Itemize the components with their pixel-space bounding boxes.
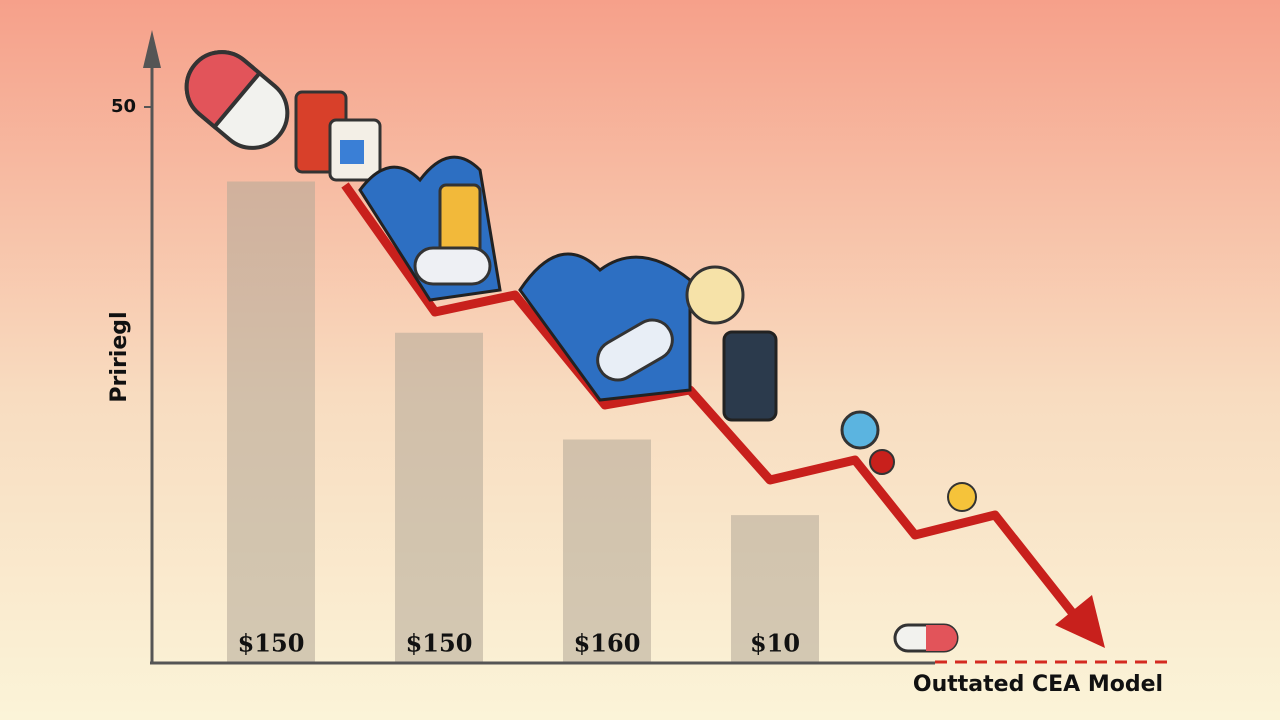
small-pill-half [926, 625, 957, 651]
bar [731, 515, 819, 663]
flask [840, 410, 880, 450]
bar [227, 181, 315, 663]
x-tick-label: $160 [574, 629, 641, 658]
x-axis-label: Outtated CEA Model [913, 672, 1163, 697]
trend-arrow [341, 182, 1082, 623]
big-pill [184, 50, 290, 150]
y-tick-label: 50 [111, 96, 136, 117]
x-tick-label: $150 [238, 629, 305, 658]
decorations [184, 50, 977, 653]
ball [947, 482, 977, 512]
jar [722, 330, 778, 422]
x-tick-label: $10 [750, 629, 800, 658]
label [340, 140, 364, 164]
bulb [685, 265, 745, 325]
bottle [438, 183, 482, 257]
bar-group [227, 181, 819, 663]
y-axis-label: Pririegl [107, 311, 132, 402]
bar [395, 332, 483, 663]
x-tick-label: $150 [406, 629, 473, 658]
pill [596, 318, 674, 382]
y-axis-arrow [143, 30, 161, 68]
ball [869, 449, 895, 475]
trend-arrowhead [1055, 595, 1105, 648]
pill [413, 246, 492, 286]
bar [563, 439, 651, 663]
